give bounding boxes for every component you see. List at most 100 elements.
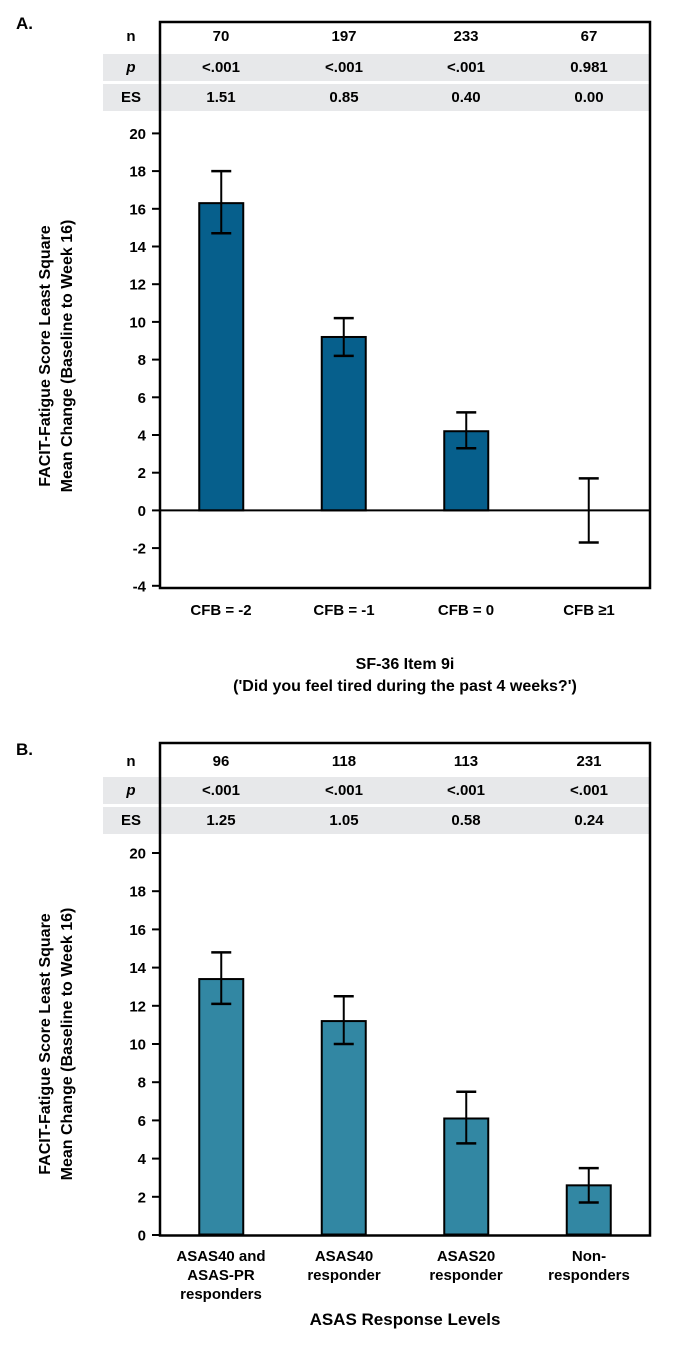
panel-a-plot-svg: -4 -2 0 2 4 6 8 10 12 14 16 18 20 — [129, 20, 652, 595]
x-category-label: CFB = -2 — [156, 601, 286, 620]
y-tick-label: -4 — [133, 578, 147, 595]
stat-value: <.001 — [447, 782, 485, 799]
y-tick-label: 4 — [138, 1151, 147, 1168]
stat-value: 67 — [580, 28, 598, 45]
y-tick-label: 2 — [138, 1189, 146, 1206]
y-tick-label: 10 — [129, 314, 146, 331]
stat-value: 0.24 — [574, 812, 604, 829]
y-tick-label: 6 — [138, 390, 146, 407]
y-tick-label: 18 — [129, 884, 146, 901]
panel-b-plot-svg: 0 2 4 6 8 10 12 14 16 18 20 — [129, 741, 652, 1245]
panel-b-label: B. — [16, 740, 33, 759]
stat-label-n: n — [126, 28, 136, 45]
stat-value: 96 — [212, 753, 230, 770]
stats-row-p: p <.001 <.001 <.001 <.001 — [103, 777, 650, 804]
stat-value: 70 — [212, 28, 230, 45]
x-category-label: CFB = 0 — [401, 601, 531, 620]
stat-value: <.001 — [570, 782, 608, 799]
stat-value: 0.981 — [570, 59, 608, 76]
category-line: ASAS40 — [314, 1248, 374, 1265]
stat-value: 113 — [453, 753, 479, 770]
stats-row-p: p <.001 <.001 <.001 0.981 — [103, 54, 650, 81]
y-tick-label: 14 — [129, 960, 146, 977]
plot-box — [158, 741, 652, 1237]
y-tick-label: -2 — [133, 541, 146, 558]
x-category-label: Non- responders — [524, 1247, 654, 1285]
y-tick-label: 16 — [129, 922, 146, 939]
y-tick-label: 10 — [129, 1037, 146, 1054]
stats-row-n: n 70 197 233 67 — [103, 23, 650, 51]
stat-value: 0.85 — [329, 89, 359, 106]
panel-a: A. n 70 197 233 67 p <.001 <.001 <.001 0… — [16, 14, 654, 695]
category-line: CFB = 0 — [437, 602, 495, 619]
x-category-label: CFB ≥1 — [524, 601, 654, 620]
y-tick-label: 12 — [129, 998, 146, 1015]
y-tick-label: 8 — [138, 352, 146, 369]
category-line: CFB = -1 — [313, 602, 375, 619]
stat-value: 0.40 — [451, 89, 481, 106]
y-tick-label: 4 — [138, 428, 147, 445]
panel-b-x-axis-title: ASAS Response Levels — [309, 1310, 501, 1329]
category-line: responders — [180, 1286, 262, 1303]
stats-row-es: ES 1.25 1.05 0.58 0.24 — [103, 807, 650, 834]
category-line: responder — [307, 1267, 381, 1284]
stat-value: 118 — [331, 753, 357, 770]
panel-a-x-axis-title-line1: SF-36 Item 9i — [355, 656, 455, 673]
y-tick-label: 8 — [138, 1075, 146, 1092]
category-line: CFB = -2 — [190, 602, 252, 619]
stat-label-p: p — [126, 782, 136, 799]
x-category-label: ASAS40 responder — [279, 1247, 409, 1285]
stat-label-es: ES — [120, 89, 141, 106]
stat-value: 233 — [453, 28, 479, 45]
category-line: responders — [548, 1267, 630, 1284]
stat-value: 1.51 — [206, 89, 236, 106]
plot-box — [158, 20, 652, 590]
stat-value: 197 — [331, 28, 357, 45]
stat-value: <.001 — [202, 59, 240, 76]
bar — [320, 335, 367, 512]
stat-label-n: n — [126, 753, 136, 770]
panel-a-label: A. — [16, 14, 33, 33]
stat-label-p: p — [126, 59, 136, 76]
stat-value: <.001 — [447, 59, 485, 76]
y-tick-label: 16 — [129, 201, 146, 218]
panel-b: B. n 96 118 113 231 p <.001 <.001 <.001 … — [0, 730, 685, 1350]
stat-value: 0.00 — [574, 89, 604, 106]
panel-a-x-axis-title-line2: ('Did you feel tired during the past 4 w… — [233, 678, 577, 695]
y-tick-label: 14 — [129, 239, 146, 256]
bar — [198, 978, 245, 1236]
x-category-label: ASAS20 responder — [401, 1247, 531, 1285]
y-tick-label: 20 — [129, 846, 146, 863]
category-line: ASAS-PR — [187, 1267, 255, 1284]
y-tick-label: 2 — [138, 465, 146, 482]
stat-value: 0.58 — [451, 812, 481, 829]
y-tick-label: 20 — [129, 126, 146, 143]
y-tick-label: 18 — [129, 164, 146, 181]
stat-value: <.001 — [325, 782, 363, 799]
category-line: CFB ≥1 — [563, 602, 615, 619]
category-line: responder — [429, 1267, 503, 1284]
panel-b-y-axis-title-line2: Mean Change (Baseline to Week 16) — [59, 907, 76, 1181]
bar — [198, 202, 245, 512]
stat-value: <.001 — [202, 782, 240, 799]
stat-value: 231 — [576, 753, 602, 770]
y-tick-label: 0 — [138, 503, 146, 520]
panel-a-y-axis-title-line1: FACIT-Fatigue Score Least Square — [37, 225, 54, 487]
category-line: Non- — [571, 1248, 607, 1265]
x-category-label: CFB = -1 — [279, 601, 409, 620]
stat-label-es: ES — [120, 812, 141, 829]
panel-a-y-axis-title-line2: Mean Change (Baseline to Week 16) — [59, 219, 76, 493]
stat-value: 1.05 — [329, 812, 359, 829]
y-tick-label: 0 — [138, 1228, 146, 1245]
stats-row-n: n 96 118 113 231 — [103, 748, 650, 776]
bar — [320, 1020, 367, 1236]
category-line: ASAS40 and — [176, 1248, 266, 1265]
panel-b-y-axis-title-line1: FACIT-Fatigue Score Least Square — [37, 913, 54, 1175]
x-category-label: ASAS40 and ASAS-PR responders — [156, 1247, 286, 1304]
y-tick-label: 12 — [129, 277, 146, 294]
stat-value: 1.25 — [206, 812, 236, 829]
stats-row-es: ES 1.51 0.85 0.40 0.00 — [103, 84, 650, 111]
y-tick-label: 6 — [138, 1113, 146, 1130]
stat-value: <.001 — [325, 59, 363, 76]
